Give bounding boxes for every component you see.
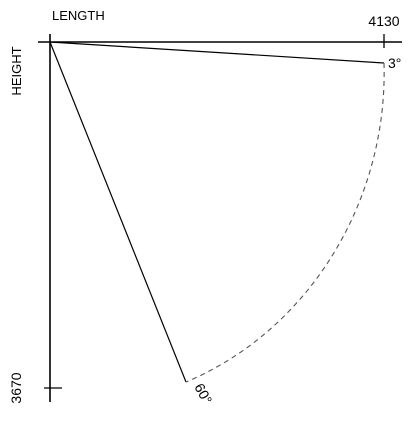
length-axis-label: LENGTH xyxy=(52,8,105,23)
max-angle-ray xyxy=(49,41,187,383)
length-max-label: 4130 xyxy=(368,13,399,29)
reach-arc xyxy=(185,62,385,383)
min-angle-label: 3° xyxy=(388,55,401,71)
height-max-label: 3670 xyxy=(8,372,24,403)
height-axis-label: HEIGHT xyxy=(9,46,24,95)
max-angle-label: 60° xyxy=(191,381,215,407)
min-angle-ray xyxy=(49,41,385,64)
